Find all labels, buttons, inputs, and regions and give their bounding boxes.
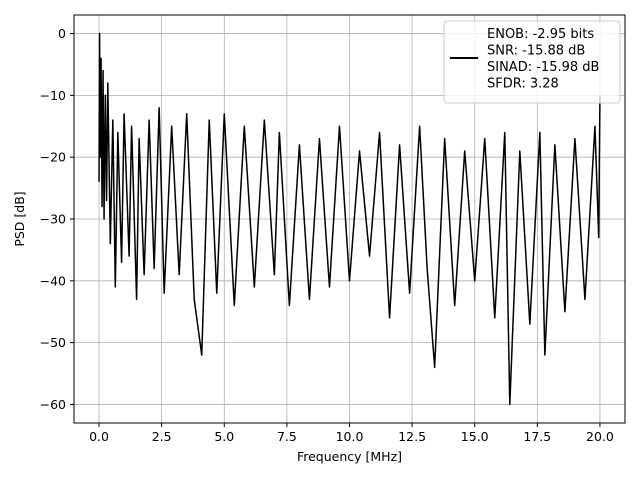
x-tick-label: 10.0 (336, 429, 364, 444)
x-tick-label: 7.5 (277, 429, 297, 444)
x-tick-label: 20.0 (586, 429, 614, 444)
y-tick-label: −40 (40, 273, 66, 288)
legend-snr: SNR: -15.88 dB (487, 44, 585, 59)
x-axis-label: Frequency [MHz] (297, 449, 402, 464)
y-axis-label: PSD [dB] (12, 191, 27, 246)
y-tick-label: 0 (58, 26, 66, 41)
legend-sfdr: SFDR: 3.28 (487, 77, 559, 92)
x-tick-label: 5.0 (214, 429, 234, 444)
x-tick-label: 2.5 (152, 429, 172, 444)
x-tick-label: 17.5 (523, 429, 551, 444)
ticks: 0.0 2.5 5.0 7.5 10.0 12.5 15.0 17.5 20.0 0 −10 −20 −… (40, 26, 614, 444)
x-tick-label: 12.5 (398, 429, 426, 444)
legend-box (443, 20, 621, 104)
psd-series-line (98, 32, 601, 406)
y-tick-label: −30 (40, 212, 66, 227)
legend-sinad: SINAD: -15.98 dB (487, 60, 599, 75)
y-tick-label: −50 (40, 335, 66, 350)
legend-enob: ENOB: -2.95 bits (487, 27, 594, 42)
series-layer (98, 32, 601, 406)
x-tick-label: 15.0 (461, 429, 489, 444)
legend: ENOB: -2.95 bits SNR: -15.88 dB SINAD: -… (443, 20, 621, 104)
y-tick-label: −20 (40, 150, 66, 165)
x-tick-label: 0.0 (89, 429, 109, 444)
y-tick-label: −10 (40, 88, 66, 103)
y-tick-label: −60 (40, 397, 66, 412)
